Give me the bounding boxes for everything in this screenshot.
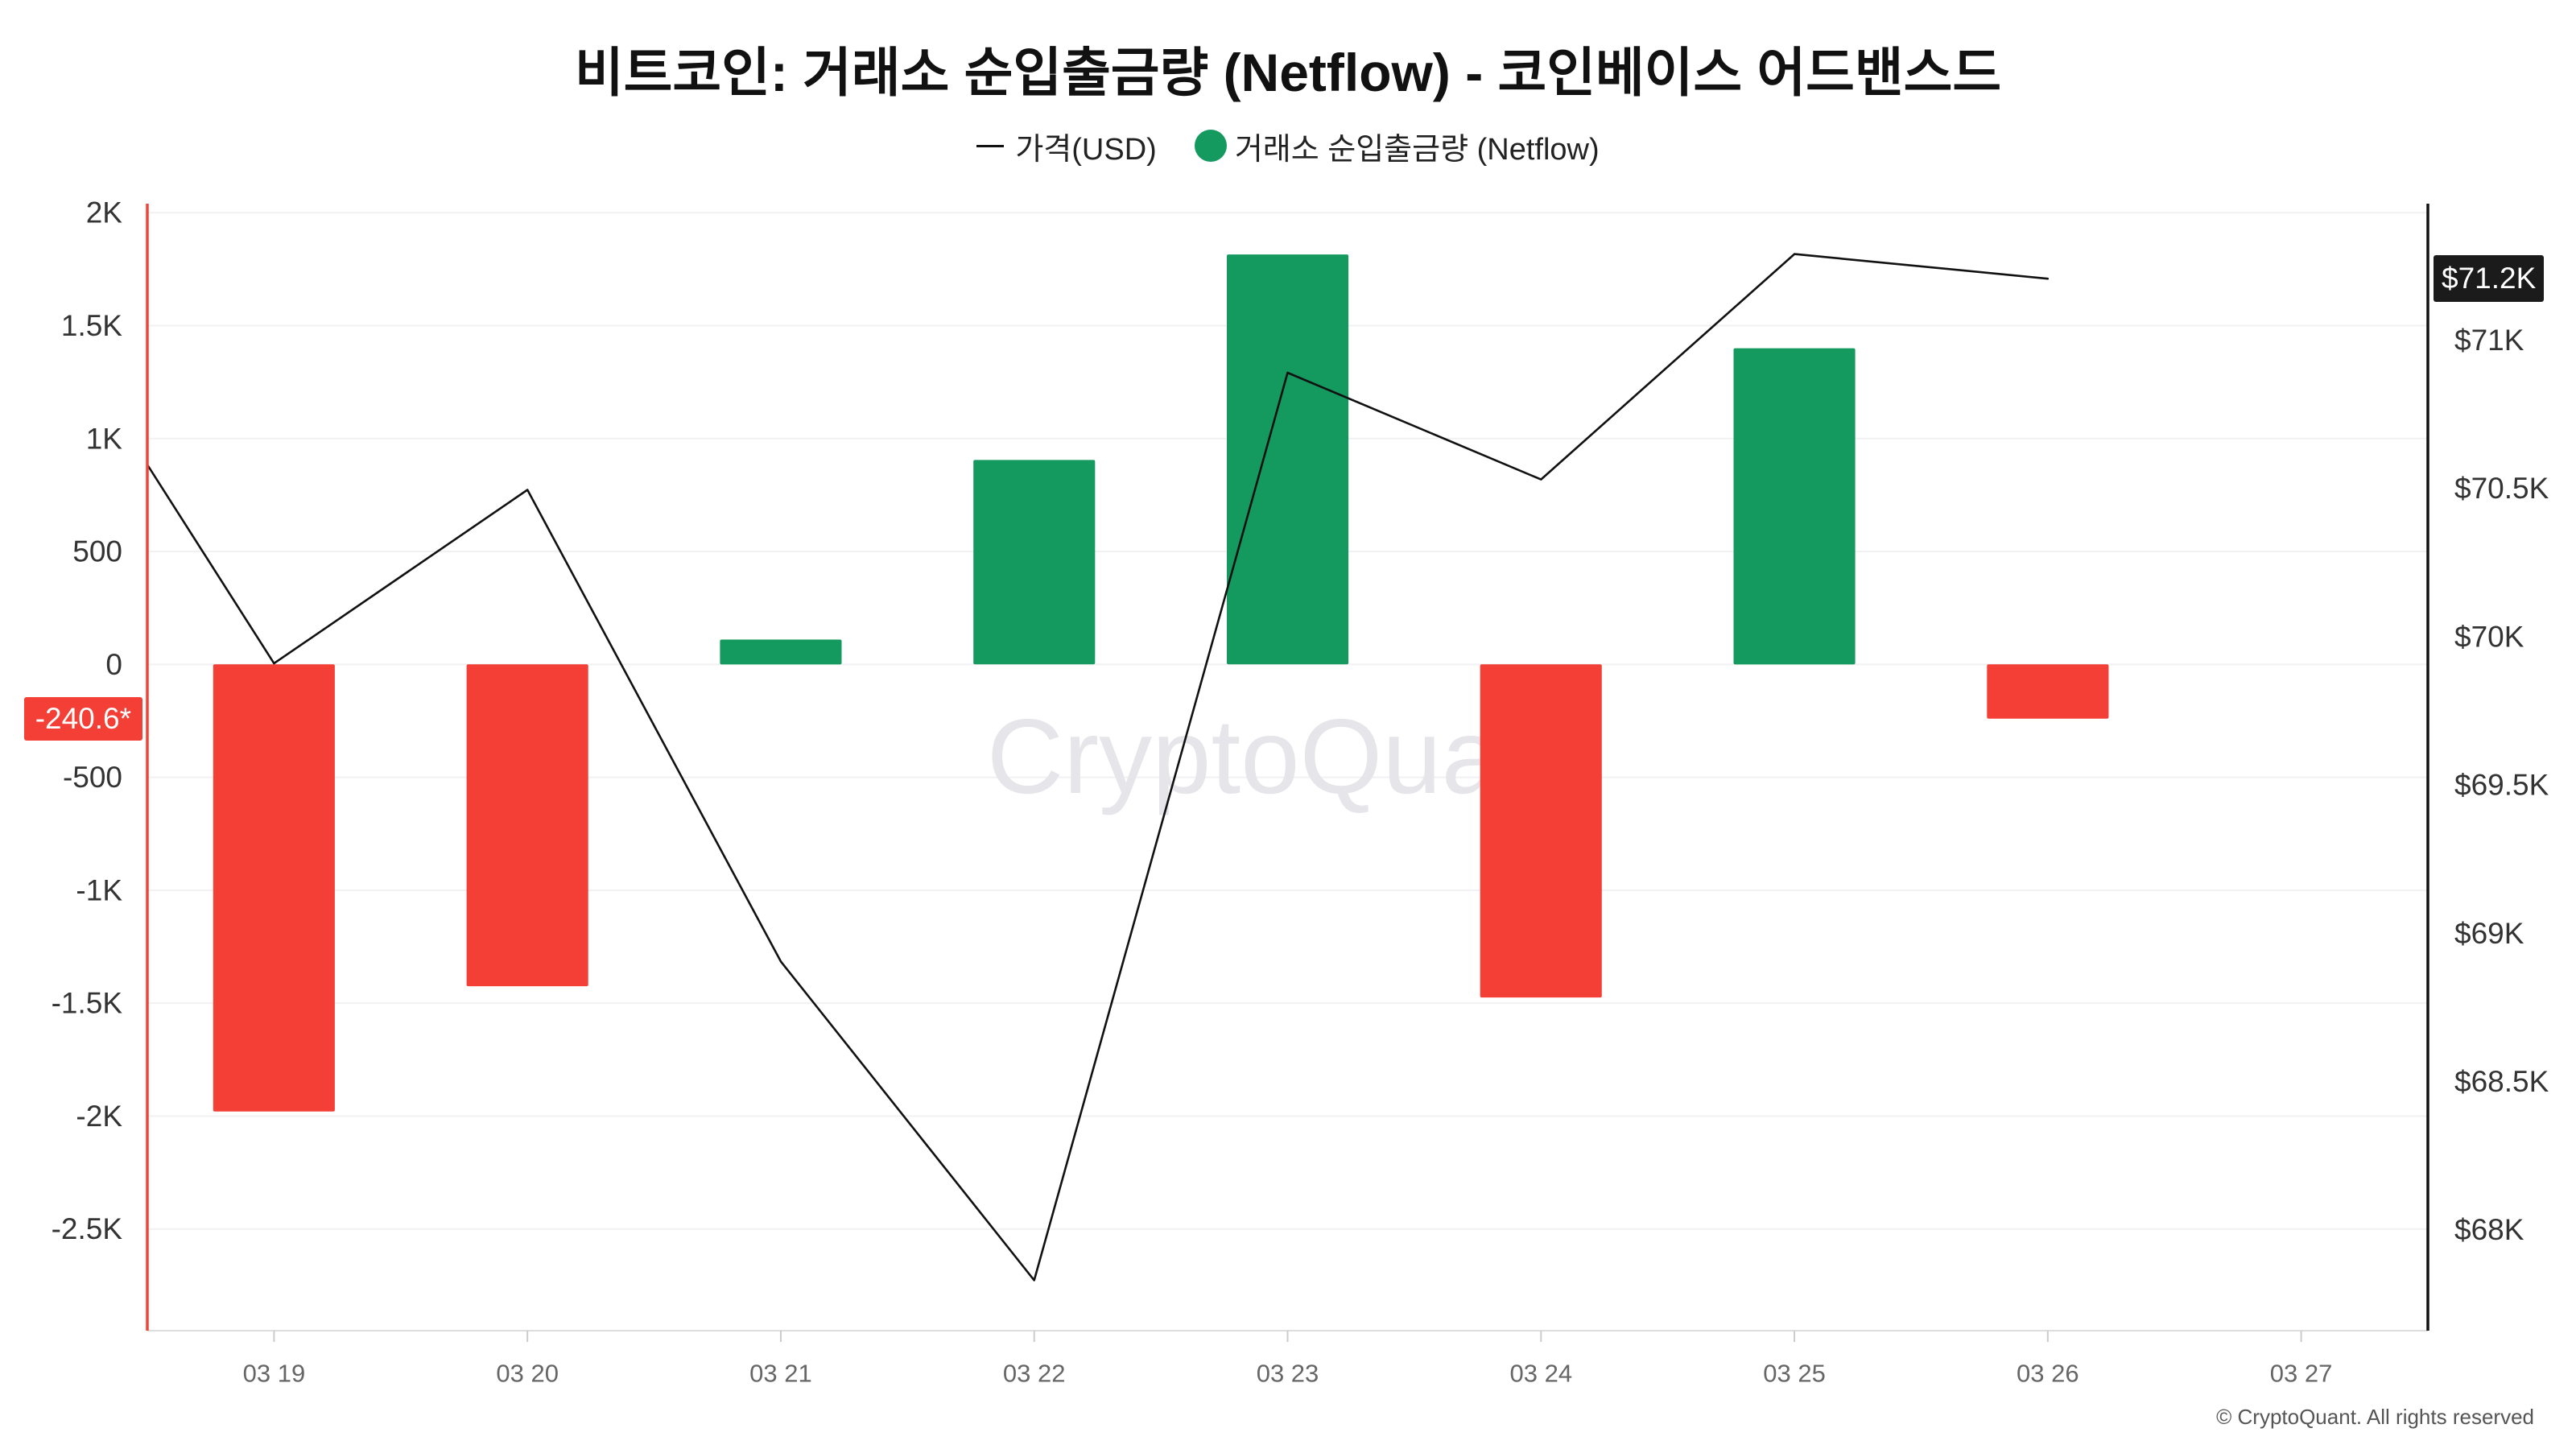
chart-legend: 가격(USD) 거래소 순입출금량 (Netflow) (0, 122, 2576, 170)
x-tick-label: 03 19 (243, 1360, 306, 1388)
x-tick-label: 03 20 (496, 1360, 559, 1388)
left-axis-labels: 2K 1.5K 1K 500 0 -500 -1K -1.5K -2K -2.5K (52, 196, 123, 1245)
last-value-badge-price: $71.2K (2434, 255, 2545, 303)
x-tick-label: 03 25 (1763, 1360, 1826, 1388)
y-right-tick-label: $70.5K (2454, 472, 2549, 505)
legend-label-netflow: 거래소 순입출금량 (Netflow) (1234, 132, 1600, 167)
y-left-tick-label: -2.5K (52, 1212, 123, 1245)
right-axis-labels: $71K $70.5K $70K $69.5K $69K $68.5K $68K (2454, 324, 2549, 1246)
legend-line-swatch (976, 144, 1005, 147)
netflow-bars (213, 254, 2109, 1112)
netflow-bar-03-19 (213, 664, 335, 1112)
netflow-bar-03-26 (1987, 664, 2109, 719)
x-tick-label: 03 22 (1003, 1360, 1066, 1388)
price-point-03-26 (2045, 275, 2051, 282)
y-right-tick-label: $71K (2454, 324, 2524, 357)
copyright-notice: © CryptoQuant. All rights reserved (2216, 1405, 2534, 1429)
x-axis-labels: 03 19 03 20 03 21 03 22 03 23 03 24 03 25 03 26… (243, 1360, 2333, 1388)
x-tick-label: 03 23 (1257, 1360, 1319, 1388)
last-value-badge-netflow: -240.6* (23, 696, 142, 741)
y-right-tick-label: $68K (2454, 1213, 2524, 1246)
y-right-tick-label: $68.5K (2454, 1065, 2549, 1098)
x-tick-label: 03 26 (2017, 1360, 2079, 1388)
legend-dot-swatch (1194, 130, 1227, 162)
price-point-03-25 (1791, 251, 1798, 258)
price-line (147, 253, 2050, 1282)
y-right-tick-label: $69.5K (2454, 769, 2549, 802)
y-right-tick-label: $69K (2454, 917, 2524, 950)
x-tick-label: 03 27 (2270, 1360, 2333, 1388)
netflow-bar-03-25 (1733, 348, 1856, 665)
chart-title: 비트코인: 거래소 순입출금량 (Netflow) - 코인베이스 어드밴스드 (574, 43, 2002, 102)
y-left-tick-label: 1K (86, 422, 123, 455)
y-left-tick-label: -2K (76, 1100, 122, 1133)
y-left-tick-label: 2K (86, 196, 123, 229)
netflow-bar-03-21 (720, 639, 842, 665)
legend-item-price[interactable]: 가격(USD) (976, 124, 1157, 168)
price-point-03-24 (1538, 477, 1544, 483)
y-left-tick-label: -500 (63, 761, 122, 794)
axes (146, 204, 2429, 1342)
x-tick-label: 03 21 (749, 1360, 812, 1388)
y-left-tick-label: 1.5K (61, 309, 122, 342)
y-right-tick-label: $70K (2454, 620, 2524, 653)
price-point-03-23 (1285, 369, 1291, 376)
y-left-tick-label: 0 (105, 648, 122, 681)
price-point-03-21 (778, 958, 784, 964)
y-left-tick-label: -1K (76, 873, 122, 906)
y-left-tick-label: -1.5K (52, 987, 123, 1020)
x-tick-label: 03 24 (1510, 1360, 1573, 1388)
price-point-03-22 (1031, 1277, 1038, 1283)
price-point-03-18 (18, 262, 24, 269)
legend-label-price: 가격(USD) (1015, 132, 1157, 167)
price-series (18, 251, 2051, 1283)
netflow-bar-03-24 (1480, 664, 1602, 998)
legend-item-netflow[interactable]: 거래소 순입출금량 (Netflow) (1194, 124, 1600, 168)
price-point-03-20 (524, 487, 530, 493)
netflow-bar-03-20 (466, 664, 588, 987)
y-left-tick-label: 500 (72, 535, 122, 568)
price-point-03-19 (270, 660, 277, 667)
netflow-bar-03-23 (1227, 254, 1349, 665)
netflow-bar-03-22 (973, 460, 1096, 665)
